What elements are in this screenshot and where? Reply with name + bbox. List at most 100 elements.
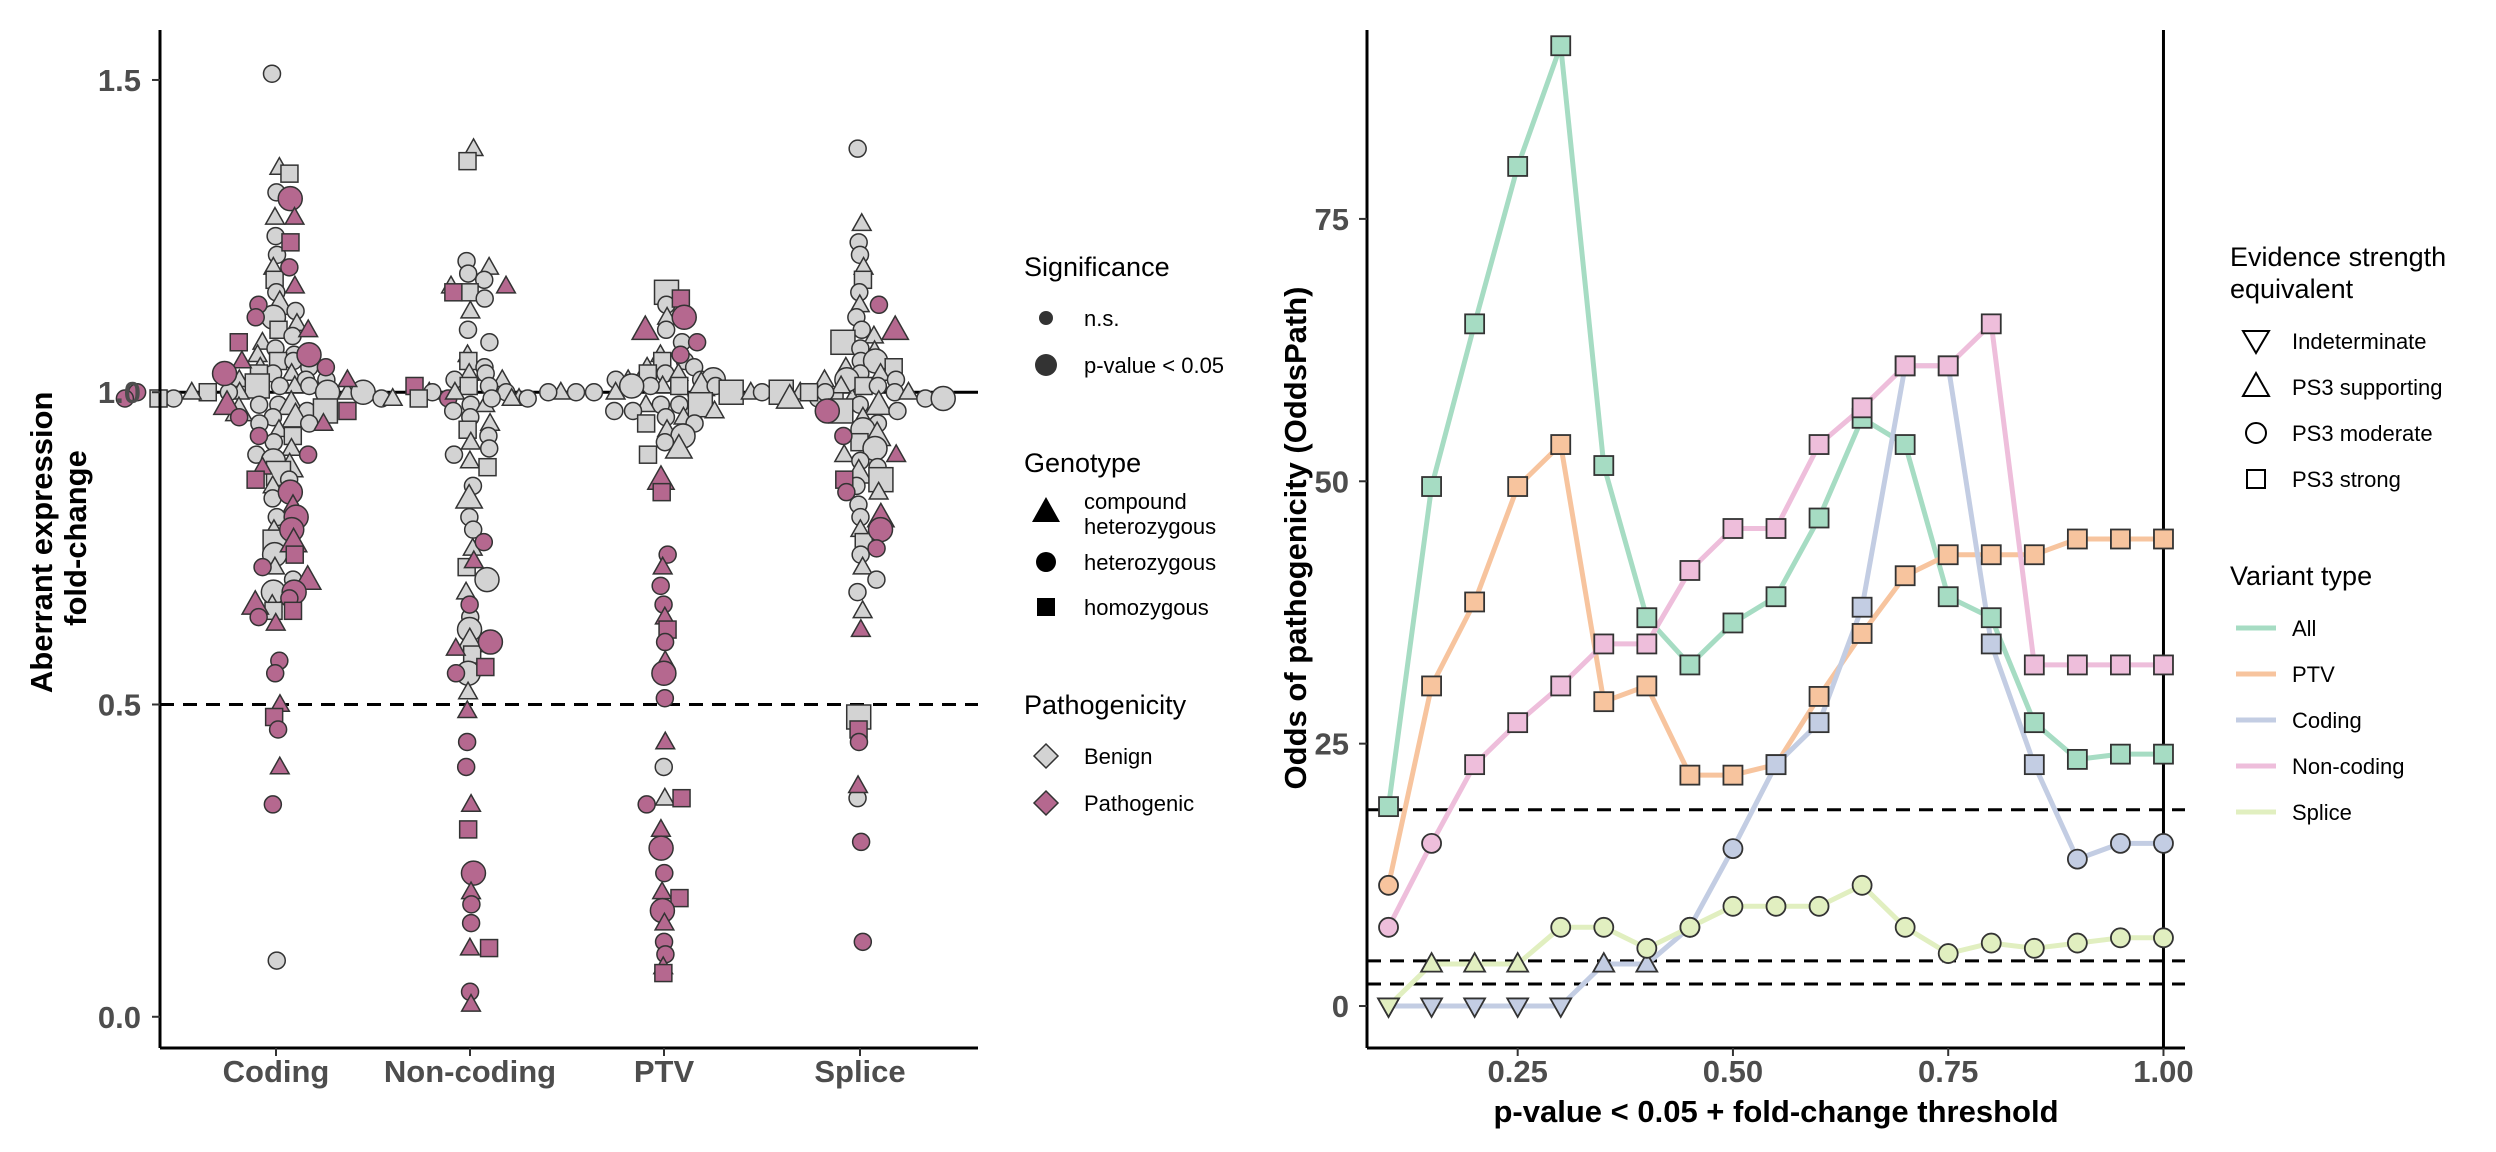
point-ptv-benign bbox=[655, 432, 675, 452]
point-splice-pathogenic bbox=[814, 398, 841, 424]
left-x-tick-label-ptv: PTV bbox=[634, 1054, 695, 1089]
legend-ps3-strong-label: PS3 strong bbox=[2292, 467, 2401, 492]
series-point-all bbox=[1550, 35, 1572, 57]
point-splice-benign bbox=[850, 395, 870, 414]
point-splice-benign bbox=[867, 570, 886, 589]
point-splice-pathogenic bbox=[869, 295, 889, 315]
point-splice-benign bbox=[833, 443, 855, 463]
point-ptv-benign bbox=[656, 320, 676, 340]
point-ptv-pathogenic bbox=[652, 555, 674, 575]
series-line-all bbox=[1386, 43, 2164, 807]
series-point-all bbox=[1765, 586, 1787, 608]
series-point-splice bbox=[1376, 997, 1401, 1019]
series-point-all bbox=[1894, 434, 1916, 455]
point-ptv-benign bbox=[752, 382, 772, 402]
series-point-coding bbox=[1765, 754, 1787, 776]
point-coding-pathogenic bbox=[265, 664, 285, 683]
point-non-coding-benign bbox=[474, 566, 500, 593]
series-point-splice bbox=[1851, 874, 1873, 896]
point-splice-benign bbox=[888, 401, 907, 421]
point-coding-benign bbox=[244, 373, 271, 399]
point-ptv-pathogenic bbox=[630, 314, 660, 341]
point-coding-pathogenic bbox=[249, 426, 269, 446]
point-coding-pathogenic bbox=[312, 412, 335, 432]
series-point-all bbox=[1378, 796, 1399, 818]
series-point-coding bbox=[1419, 997, 1444, 1019]
series-point-ptv bbox=[2066, 528, 2088, 550]
series-point-ptv bbox=[1722, 764, 1744, 786]
legend-ps3-supporting-symbol bbox=[2241, 370, 2271, 397]
point-non-coding-benign bbox=[474, 270, 494, 290]
point-coding-pathogenic bbox=[246, 308, 265, 327]
series-point-all bbox=[1421, 476, 1442, 497]
point-coding-pathogenic bbox=[246, 470, 265, 489]
series-point-splice bbox=[2023, 937, 2045, 959]
legend-ps3-moderate-symbol bbox=[2245, 422, 2267, 444]
point-ptv-pathogenic bbox=[652, 482, 671, 502]
point-coding-pathogenic bbox=[283, 206, 306, 225]
point-ptv-benign bbox=[654, 757, 674, 777]
point-coding-pathogenic bbox=[249, 607, 268, 627]
point-non-coding-benign bbox=[443, 401, 463, 421]
point-non-coding-pathogenic bbox=[476, 657, 495, 677]
right-x-ticks: 0.25 0.50 0.75 1.00 bbox=[1488, 1048, 2194, 1089]
right-x-tick-label: 0.75 bbox=[1918, 1054, 1978, 1089]
right-y-tick-label: 0 bbox=[1332, 989, 1349, 1024]
point-non-coding-pathogenic bbox=[461, 913, 481, 933]
point-splice-benign bbox=[775, 383, 805, 409]
point-coding-pathogenic bbox=[229, 333, 249, 352]
legend-heterozygous-label: heterozygous bbox=[1084, 550, 1216, 575]
series-point-coding bbox=[1505, 997, 1530, 1019]
series-point-splice bbox=[1419, 951, 1444, 973]
point-coding-pathogenic bbox=[338, 401, 357, 421]
point-ptv-benign bbox=[584, 382, 604, 402]
legend-ps3-strong-symbol bbox=[2246, 469, 2266, 489]
series-point-ptv bbox=[1378, 874, 1399, 896]
point-ptv-benign bbox=[670, 376, 689, 396]
series-point-ptv bbox=[1593, 691, 1615, 713]
point-splice-pathogenic bbox=[851, 832, 871, 852]
point-coding-pathogenic bbox=[212, 389, 242, 416]
point-splice-pathogenic bbox=[834, 426, 853, 446]
series-point-all bbox=[1722, 612, 1744, 634]
point-splice-benign bbox=[830, 329, 856, 356]
series-point-all bbox=[1464, 313, 1486, 335]
point-ptv-pathogenic bbox=[672, 788, 691, 808]
series-point-splice bbox=[1937, 943, 1959, 964]
series-point-all bbox=[2066, 748, 2088, 770]
point-ptv-benign bbox=[654, 786, 676, 806]
series-point-splice bbox=[1808, 895, 1830, 917]
point-ptv-pathogenic bbox=[654, 730, 676, 750]
point-non-coding-benign bbox=[458, 151, 477, 171]
point-coding-pathogenic bbox=[211, 360, 238, 387]
point-splice-benign bbox=[897, 380, 920, 400]
point-coding-pathogenic bbox=[280, 258, 299, 277]
point-ptv-benign bbox=[618, 373, 645, 399]
right-y-axis-title: Odds of pathogenicity (OddsPath) bbox=[1278, 287, 1313, 790]
point-splice-benign bbox=[852, 599, 874, 619]
legend-left: Significance n.s. p-value < 0.05 Genotyp… bbox=[1024, 252, 1224, 817]
series-point-splice bbox=[2110, 927, 2131, 949]
point-non-coding-pathogenic bbox=[460, 793, 482, 812]
series-point-splice bbox=[1593, 916, 1615, 938]
point-coding-benign bbox=[249, 395, 269, 414]
point-coding-benign bbox=[264, 206, 286, 225]
legend-p-label: p-value < 0.05 bbox=[1084, 353, 1224, 378]
series-point-coding bbox=[1548, 997, 1573, 1019]
series-point-all bbox=[1937, 586, 1959, 608]
point-coding-pathogenic bbox=[316, 358, 336, 377]
series-point-ptv bbox=[1937, 544, 1959, 566]
left-y-tick-label: 0.5 bbox=[98, 688, 141, 723]
right-reference-lines bbox=[1367, 30, 2185, 1048]
left-y-ticks: 0.0 0.5 1.0 1.5 bbox=[98, 63, 160, 1035]
legend-variant-items: All PTV Coding Non-coding Splice bbox=[2236, 616, 2405, 825]
point-splice-benign bbox=[799, 382, 819, 402]
point-non-coding-benign bbox=[478, 457, 497, 477]
series-point-ptv bbox=[1464, 591, 1486, 613]
point-splice-benign bbox=[815, 382, 835, 402]
point-coding-pathogenic bbox=[298, 445, 318, 464]
point-ptv-benign bbox=[718, 379, 744, 405]
point-non-coding-benign bbox=[475, 289, 494, 308]
legend-benign-symbol bbox=[1032, 742, 1060, 770]
point-ptv-benign bbox=[518, 389, 537, 408]
